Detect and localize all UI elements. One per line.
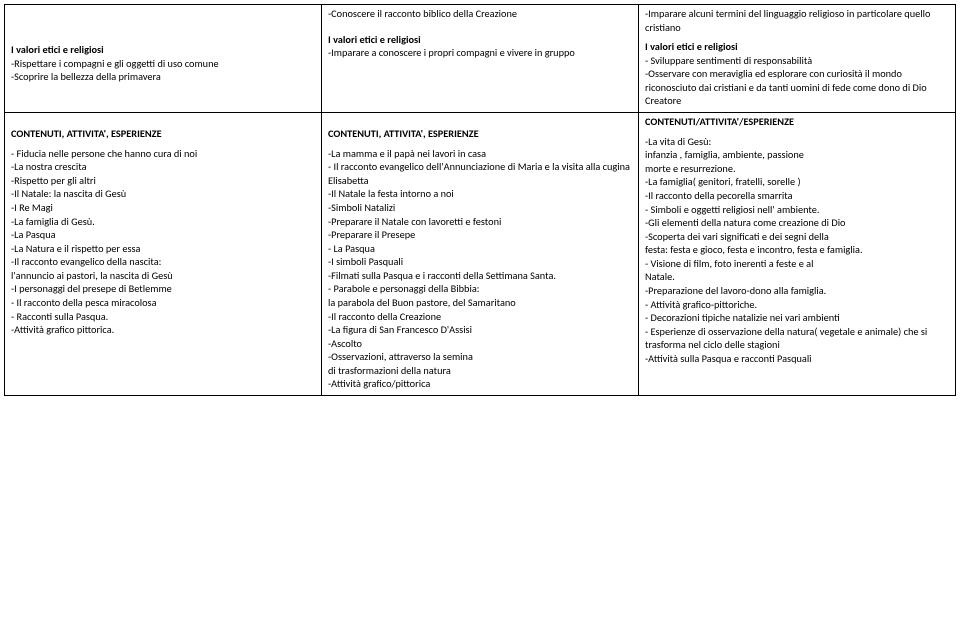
heading: I valori etici e religiosi	[645, 40, 949, 54]
list-item: - La Pasqua	[328, 242, 632, 256]
list-item: -I simboli Pasquali	[328, 255, 632, 269]
list-item: -Il racconto della Creazione	[328, 310, 632, 324]
list-item: -Attività grafico pittorica.	[11, 323, 315, 337]
list-item: -Scoprire la bellezza della primavera	[11, 70, 315, 84]
cell-r1c2: -Conoscere il racconto biblico della Cre…	[322, 5, 639, 113]
list-item: -La figura di San Francesco D'Assisi	[328, 323, 632, 337]
top-text: -Conoscere il racconto biblico della Cre…	[328, 7, 632, 21]
list-item: -La famiglia di Gesù.	[11, 215, 315, 229]
cell-r2c3: CONTENUTI/ATTIVITA'/ESPERIENZE -La vita …	[639, 113, 956, 396]
table-row: I valori etici e religiosi -Rispettare i…	[5, 5, 956, 113]
list-item: -Attività sulla Pasqua e racconti Pasqua…	[645, 352, 949, 366]
list-item: -I personaggi del presepe di Betlemme	[11, 282, 315, 296]
list-item: l'annuncio ai pastori, la nascita di Ges…	[11, 269, 315, 283]
heading: I valori etici e religiosi	[328, 33, 632, 47]
list-item: -La vita di Gesù:	[645, 135, 949, 149]
list-item: - Fiducia nelle persone che hanno cura d…	[11, 147, 315, 161]
list-item: -Gli elementi della natura come creazion…	[645, 216, 949, 230]
list-item: - Attività grafico-pittoriche.	[645, 298, 949, 312]
heading: CONTENUTI/ATTIVITA'/ESPERIENZE	[645, 115, 949, 129]
list-item: -La mamma e il papà nei lavori in casa	[328, 147, 632, 161]
list-item: -Il racconto evangelico della nascita:	[11, 255, 315, 269]
list-item: -Osservazioni, attraverso la semina	[328, 350, 632, 364]
list-item: - Decorazioni tipiche natalizie nei vari…	[645, 311, 949, 325]
list-item: infanzia , famiglia, ambiente, passione	[645, 148, 949, 162]
list-item: - Sviluppare sentimenti di responsabilit…	[645, 54, 949, 68]
list-item: -Rispetto per gli altri	[11, 174, 315, 188]
list-item: -Imparare a conoscere i propri compagni …	[328, 46, 632, 60]
list-item: la parabola del Buon pastore, del Samari…	[328, 296, 632, 310]
heading: CONTENUTI, ATTIVITA', ESPERIENZE	[328, 127, 632, 141]
list-item: - Racconti sulla Pasqua.	[11, 310, 315, 324]
list-item: -Scoperta dei vari significati e dei seg…	[645, 230, 949, 244]
list-item: -La Pasqua	[11, 228, 315, 242]
list-item: -Filmati sulla Pasqua e i racconti della…	[328, 269, 632, 283]
list-item: -Rispettare i compagni e gli oggetti di …	[11, 57, 315, 71]
cell-r2c1: CONTENUTI, ATTIVITA', ESPERIENZE - Fiduc…	[5, 113, 322, 396]
list-item: -La Natura e il rispetto per essa	[11, 242, 315, 256]
list-item: - Simboli e oggetti religiosi nell' ambi…	[645, 203, 949, 217]
list-item: di trasformazioni della natura	[328, 364, 632, 378]
cell-r1c3: -Imparare alcuni termini del linguaggio …	[639, 5, 956, 113]
list-item: -Il Natale: la nascita di Gesù	[11, 187, 315, 201]
list-item: -Attività grafico/pittorica	[328, 377, 632, 391]
top-text: -Imparare alcuni termini del linguaggio …	[645, 7, 949, 34]
list-item: -Preparazione del lavoro-dono alla famig…	[645, 284, 949, 298]
list-item: -Preparare il Presepe	[328, 228, 632, 242]
list-item: morte e resurrezione.	[645, 162, 949, 176]
list-item: -I Re Magi	[11, 201, 315, 215]
list-item: - Esperienze di osservazione della natur…	[645, 325, 949, 352]
list-item: - Il racconto della pesca miracolosa	[11, 296, 315, 310]
list-item: -Il racconto della pecorella smarrita	[645, 189, 949, 203]
heading: I valori etici e religiosi	[11, 43, 315, 57]
list-item: -La famiglia( genitori, fratelli, sorell…	[645, 175, 949, 189]
heading: CONTENUTI, ATTIVITA', ESPERIENZE	[11, 127, 315, 141]
list-item: -Preparare il Natale con lavoretti e fes…	[328, 215, 632, 229]
list-item: -Il Natale la festa intorno a noi	[328, 187, 632, 201]
list-item: -Osservare con meraviglia ed esplorare c…	[645, 67, 949, 108]
list-item: -La nostra crescita	[11, 160, 315, 174]
list-item: Natale.	[645, 270, 949, 284]
list-item: - Il racconto evangelico dell'Annunciazi…	[328, 160, 632, 187]
list-item: - Parabole e personaggi della Bibbia:	[328, 282, 632, 296]
table-row: CONTENUTI, ATTIVITA', ESPERIENZE - Fiduc…	[5, 113, 956, 396]
list-item: -Ascolto	[328, 337, 632, 351]
list-item: festa: festa e gioco, festa e incontro, …	[645, 243, 949, 257]
cell-r1c1: I valori etici e religiosi -Rispettare i…	[5, 5, 322, 113]
list-item: -Simboli Natalizi	[328, 201, 632, 215]
list-item: - Visione di film, foto inerenti a feste…	[645, 257, 949, 271]
cell-r2c2: CONTENUTI, ATTIVITA', ESPERIENZE -La mam…	[322, 113, 639, 396]
content-table: I valori etici e religiosi -Rispettare i…	[4, 4, 956, 396]
